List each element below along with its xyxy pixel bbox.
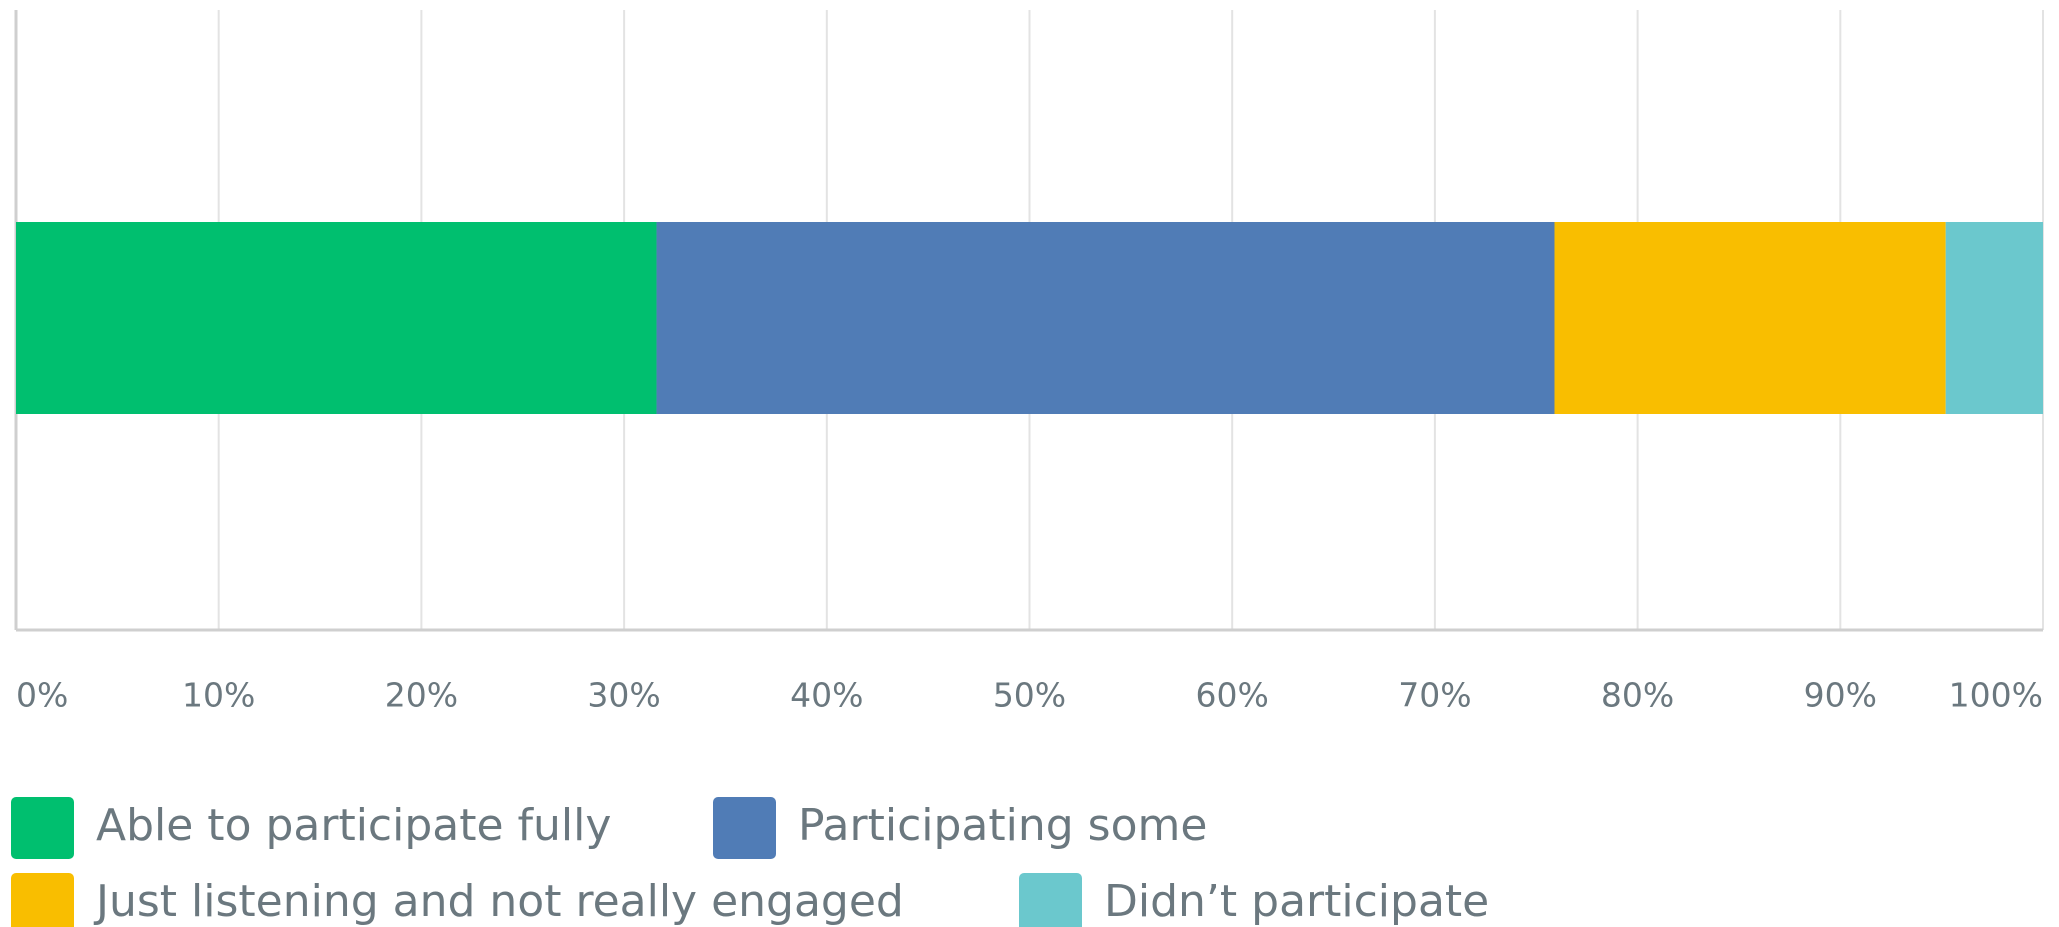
- x-tick-label: 0%: [16, 676, 68, 715]
- x-tick-label: 20%: [385, 676, 458, 715]
- bar-segment: [1554, 222, 1946, 414]
- legend-swatch: [713, 797, 776, 859]
- x-tick-label: 90%: [1804, 676, 1877, 715]
- x-tick-label: 80%: [1601, 676, 1674, 715]
- x-tick-label: 50%: [993, 676, 1066, 715]
- legend-label: Just listening and not really engaged: [93, 876, 904, 927]
- legend-label: Didn’t participate: [1104, 876, 1489, 927]
- x-tick-label: 40%: [790, 676, 863, 715]
- x-tick-label: 70%: [1398, 676, 1471, 715]
- x-tick-label: 100%: [1949, 676, 2043, 715]
- bar-segment: [16, 222, 657, 414]
- x-tick-label: 30%: [587, 676, 660, 715]
- bar-segment: [1945, 222, 2043, 414]
- legend-label: Able to participate fully: [96, 800, 611, 851]
- legend-swatch: [11, 873, 74, 927]
- legend-label: Participating some: [798, 800, 1207, 851]
- legend-swatch: [11, 797, 74, 859]
- bar-segment: [656, 222, 1555, 414]
- x-tick-label: 60%: [1196, 676, 1269, 715]
- legend-swatch: [1019, 873, 1082, 927]
- x-tick-label: 10%: [182, 676, 255, 715]
